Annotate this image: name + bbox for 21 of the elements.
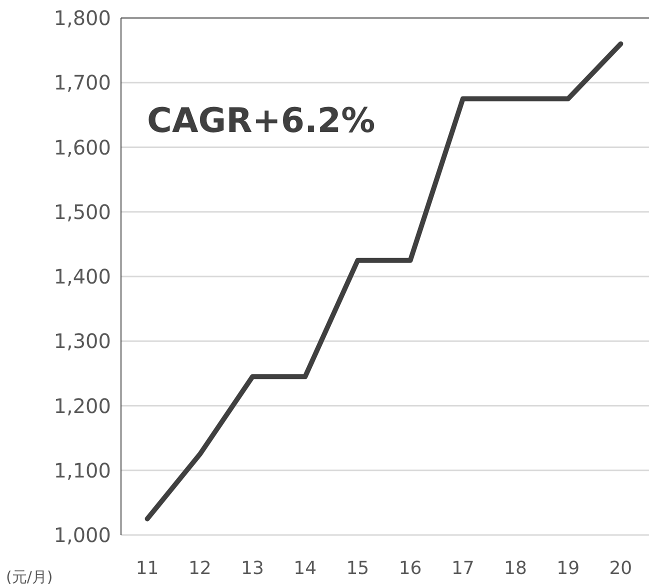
y-tick-label: 1,200 [54,394,111,418]
y-tick-label: 1,300 [54,329,111,354]
annotation: CAGR+6.2% [147,101,376,141]
x-tick-label: 13 [241,558,264,579]
x-tick-label: 11 [136,558,159,579]
x-tick-label: 17 [451,558,474,579]
x-tick-label: 14 [294,558,317,579]
x-tick-label: 15 [346,558,370,579]
y-axis-title: (元/月) [6,568,53,586]
x-tick-label: 16 [398,558,422,579]
y-tick-label: 1,700 [54,70,111,95]
x-tick-label: 12 [188,558,212,579]
x-tick-label: 19 [556,558,580,579]
y-tick-label: 1,400 [54,264,111,288]
y-tick-label: 1,000 [54,523,111,547]
x-tick-label: 18 [504,558,527,579]
y-tick-label: 1,100 [54,458,111,482]
x-tick-label: 20 [609,558,632,579]
y-tick-label: 1,800 [54,6,111,30]
y-tick-label: 1,500 [54,200,111,224]
y-tick-label: 1,600 [54,135,111,160]
